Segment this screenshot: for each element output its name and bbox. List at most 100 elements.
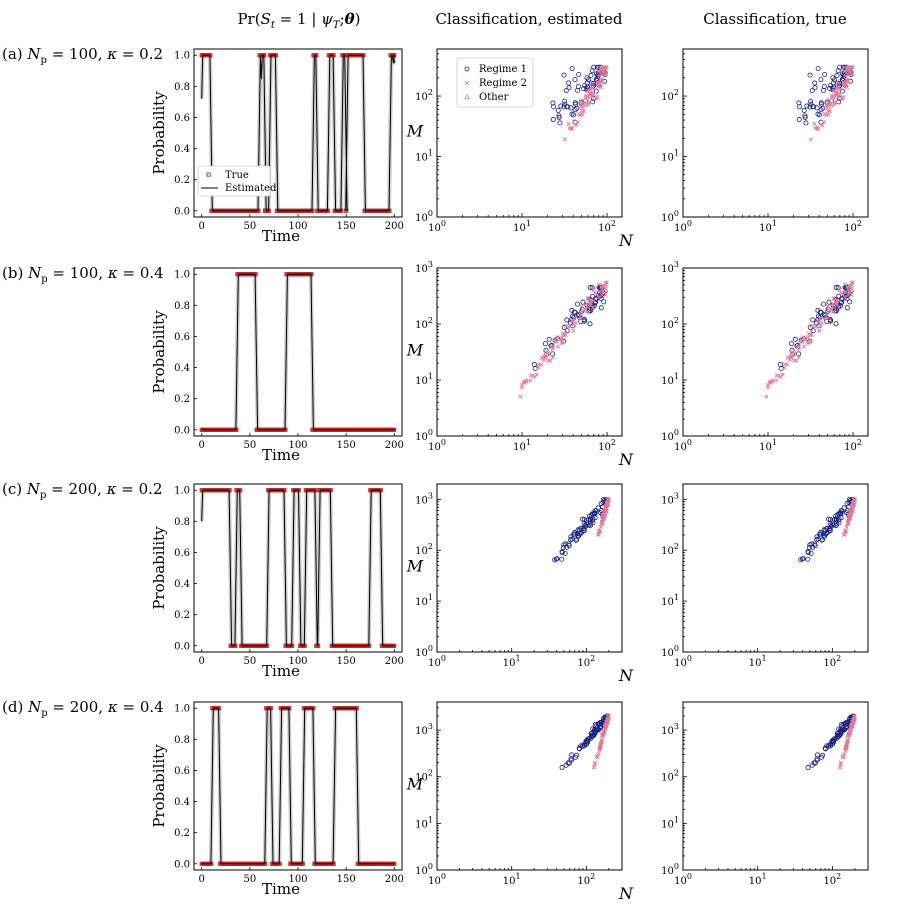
regime1-point	[562, 98, 568, 104]
y-tick-label: 0.4	[174, 797, 190, 808]
x-tick-label: 150	[337, 440, 356, 451]
regime2-point	[847, 284, 852, 289]
x-tick-label: 101	[513, 438, 531, 453]
regime1-point	[559, 765, 565, 771]
x-tick-label: 100	[674, 438, 692, 453]
plot-frame	[682, 267, 869, 437]
regime2-point	[599, 521, 605, 527]
y-tick-label: 0.4	[174, 579, 190, 590]
x-axis-label: N	[618, 884, 634, 903]
regime2-point	[577, 102, 583, 108]
regime2-point	[591, 298, 596, 303]
regime1-point	[591, 302, 597, 308]
regime2-point	[603, 506, 608, 511]
y-tick-label: 0.8	[174, 82, 190, 93]
x-tick-label: 100	[288, 874, 307, 885]
regime1-point	[827, 318, 833, 324]
regime1-point	[561, 72, 567, 78]
regime2-point	[585, 309, 590, 314]
regime2-point	[598, 524, 603, 530]
x-tick-label: 102	[577, 872, 595, 887]
regime1-point	[601, 299, 607, 305]
regime2-point	[765, 385, 771, 390]
regime1-point	[826, 516, 832, 522]
regime1-point	[833, 284, 839, 290]
regime2-point	[849, 506, 854, 511]
legend-label: Regime 2	[479, 78, 527, 89]
regime1-point	[589, 732, 595, 738]
regime1-point	[577, 530, 583, 536]
regime2-point	[578, 316, 584, 321]
regime2-point	[595, 755, 600, 760]
regime1-point	[843, 723, 849, 729]
x-tick-label: 100	[428, 438, 446, 453]
regime1-point	[552, 557, 558, 563]
regime2-point	[825, 304, 830, 309]
regime2-point	[579, 304, 584, 309]
estimated-line	[201, 489, 395, 647]
x-tick-label: 102	[844, 219, 862, 234]
regime2-point	[587, 300, 592, 305]
y-tick-label: 102	[415, 316, 433, 331]
column-title-estimated: Classification, estimated	[436, 10, 623, 28]
regime1-point	[569, 313, 575, 319]
regime2-point	[845, 78, 850, 83]
regime1-point	[818, 531, 824, 537]
y-tick-label: 102	[415, 769, 433, 784]
regime2-point	[599, 286, 605, 292]
regime2-point	[599, 740, 604, 745]
regime1-point	[561, 542, 567, 548]
x-tick-label: 100	[288, 656, 307, 667]
regime1-point	[777, 361, 783, 367]
x-tick-label: 0	[199, 440, 205, 451]
regime2-point	[599, 78, 604, 83]
x-tick-label: 200	[385, 656, 404, 667]
regime1-point	[554, 556, 560, 562]
panel-b-true: 100 101 102 100 101 102 103	[661, 260, 869, 453]
regime2-point	[795, 345, 800, 350]
regime2-point	[812, 324, 817, 329]
regime2-point	[847, 517, 852, 522]
row-label-c: (c) Np = 200, κ = 0.2	[2, 480, 163, 501]
regime2-point	[774, 373, 779, 378]
regime2-point	[845, 521, 851, 527]
x-axis-label: Time	[262, 227, 300, 245]
y-tick-label: 100	[661, 428, 679, 443]
column-title-true: Classification, true	[703, 10, 847, 28]
regime1-point	[593, 299, 599, 305]
y-tick-label: 101	[415, 593, 433, 608]
regime2-point	[591, 287, 596, 292]
y-tick-label: 102	[415, 88, 433, 103]
regime2-point	[532, 374, 537, 379]
y-tick-label: 101	[415, 372, 433, 387]
regime1-point	[807, 545, 813, 551]
panel-d-probability: 0 50 100 150 200 0.0 0.2 0.4 0.6 0.8 1.0 Time Probab…	[150, 701, 404, 898]
scatter-points	[559, 713, 611, 771]
y-tick-label: 0.6	[174, 113, 190, 124]
regime2-point	[826, 98, 832, 103]
plot-frame	[193, 267, 403, 437]
panel-b-estimated: 100 101 102 100 101 102 103 N M	[406, 260, 634, 469]
regime1-point	[818, 100, 824, 106]
regime1-point	[572, 531, 578, 537]
regime1-point	[551, 104, 557, 110]
y-tick-label: 100	[415, 862, 433, 877]
regime2-point	[842, 282, 847, 287]
regime1-point	[802, 113, 808, 119]
regime2-point	[846, 293, 851, 298]
regime2-point	[597, 73, 602, 79]
regime2-point	[596, 295, 602, 300]
regime1-point	[575, 87, 581, 93]
regime1-point	[808, 101, 814, 107]
regime2-point	[548, 358, 553, 363]
regime2-point	[579, 313, 584, 318]
regime2-point	[601, 284, 606, 289]
y-tick-label: 0.2	[174, 394, 190, 405]
regime2-point	[598, 85, 604, 90]
regime2-point	[819, 320, 824, 326]
regime1-point	[569, 307, 575, 313]
regime1-point	[804, 103, 810, 109]
regime2-point	[524, 379, 529, 384]
regime2-point	[832, 102, 838, 107]
y-axis-label: M	[406, 774, 424, 793]
